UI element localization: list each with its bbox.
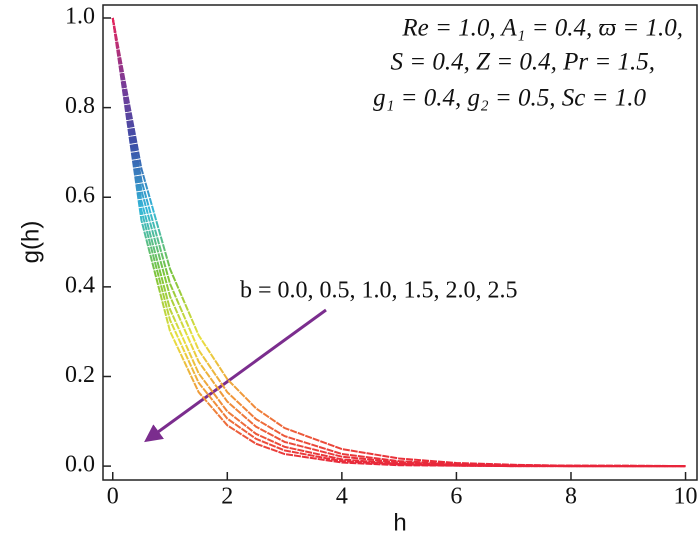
x-tick-label: 8 (565, 484, 577, 510)
line-series (111, 17, 686, 468)
x-tick-label: 4 (336, 484, 348, 510)
y-axis-label: g(h) (17, 221, 44, 264)
plot-frame (102, 4, 698, 481)
x-tick-label: 10 (674, 484, 698, 510)
annotation: b = 0.0, 0.5, 1.0, 1.5, 2.0, 2.5 (240, 278, 518, 304)
y-tick-label: 0.4 (65, 272, 95, 298)
annotation: S = 0.4, Z = 0.4, Pr = 1.5, (390, 49, 655, 76)
annotation: g₁ = 0.4, g₂ = 0.5, Sc = 1.0 (373, 85, 646, 112)
y-tick-label: 0.2 (65, 362, 95, 388)
y-tick-label: 0.0 (65, 452, 95, 478)
x-tick-label: 6 (450, 484, 462, 510)
arrow (144, 308, 327, 443)
y-tick-label: 1.0 (65, 3, 95, 29)
x-tick-label: 0 (107, 484, 119, 510)
y-tick-label: 0.6 (65, 183, 95, 209)
x-axis-label: h (393, 509, 406, 536)
x-tick-label: 2 (221, 484, 233, 510)
annotation: Re = 1.0, A₁ = 0.4, ϖ = 1.0, (401, 15, 683, 42)
y-tick-label: 0.8 (65, 93, 95, 119)
